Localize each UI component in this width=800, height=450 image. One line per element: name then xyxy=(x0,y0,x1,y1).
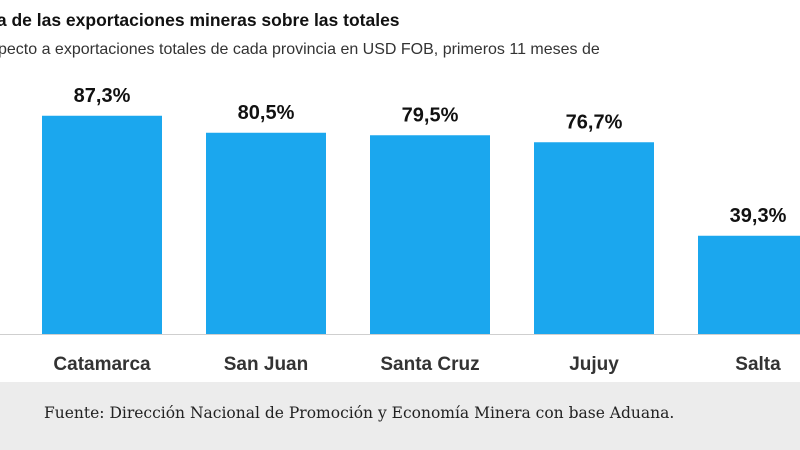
category-label: Catamarca xyxy=(53,354,151,375)
bar-san-juan xyxy=(206,132,326,334)
chart-title: ia de las exportaciones mineras sobre la… xyxy=(0,10,400,30)
source-footer: Fuente: Dirección Nacional de Promoción … xyxy=(0,382,800,450)
value-label: 87,3% xyxy=(74,85,131,107)
bar-jujuy xyxy=(534,142,654,334)
category-label: Jujuy xyxy=(569,354,619,375)
bar-santa-cruz xyxy=(370,135,490,334)
category-label: San Juan xyxy=(224,354,308,375)
bar-salta xyxy=(698,235,800,334)
value-label: 39,3% xyxy=(730,205,787,227)
value-label: 76,7% xyxy=(566,111,623,133)
bar-catamarca xyxy=(42,115,162,334)
value-label: 80,5% xyxy=(238,102,295,124)
bar-chart: 87,3% Catamarca 80,5% San Juan 79,5% Santa Cr… xyxy=(0,85,800,375)
source-text: Fuente: Dirección Nacional de Promoción … xyxy=(44,404,675,422)
category-label: Salta xyxy=(735,354,781,375)
chart-subtitle: pecto a exportaciones totales de cada pr… xyxy=(0,41,600,58)
category-label: Santa Cruz xyxy=(380,354,479,375)
value-label: 79,5% xyxy=(402,104,459,126)
